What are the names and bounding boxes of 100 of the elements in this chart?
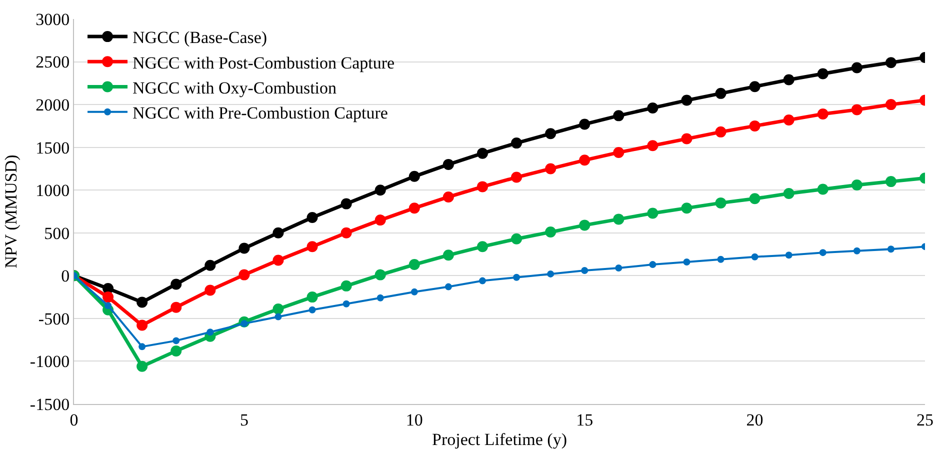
x-tick-label: 10 (406, 410, 423, 430)
point (581, 267, 588, 274)
point (136, 360, 148, 372)
point (751, 253, 758, 260)
point (851, 62, 862, 74)
x-tick-label: 20 (746, 410, 764, 430)
point (681, 202, 692, 214)
point (308, 306, 316, 314)
point (715, 126, 726, 138)
point (136, 296, 148, 308)
point (272, 227, 284, 238)
point (172, 337, 180, 344)
point (104, 302, 112, 310)
point (817, 184, 828, 195)
point (547, 270, 554, 278)
y-tick-label: -1000 (30, 352, 70, 372)
y-tick-label: -500 (38, 309, 70, 328)
point (272, 304, 284, 315)
legend-label: NGCC (Base-Case) (132, 28, 268, 48)
point (545, 163, 556, 174)
y-tick-label: 2500 (36, 52, 70, 72)
point (138, 343, 146, 350)
point (681, 94, 692, 106)
point (442, 250, 454, 261)
point (476, 241, 488, 252)
point (613, 146, 624, 158)
y-tick-label: 0 (61, 266, 70, 286)
point (887, 246, 894, 253)
legend-label: NGCC with Pre-Combustion Capture (132, 103, 388, 122)
point (170, 302, 182, 313)
point (478, 277, 486, 284)
point (306, 212, 318, 223)
point (102, 292, 114, 303)
point (511, 172, 522, 183)
point (170, 278, 182, 290)
point (715, 88, 726, 99)
point (511, 233, 522, 244)
point (853, 247, 860, 254)
x-tick-label: 15 (576, 410, 594, 430)
point (238, 242, 250, 254)
y-tick-label: 1500 (36, 138, 70, 158)
point (408, 202, 420, 214)
point (306, 292, 318, 303)
point (274, 313, 282, 320)
point (885, 176, 896, 188)
point (783, 74, 794, 86)
point (374, 214, 386, 226)
y-tick-label: 1000 (36, 181, 70, 200)
point (885, 57, 896, 68)
point (819, 249, 826, 256)
point (238, 269, 250, 280)
point (647, 208, 658, 219)
point (374, 184, 386, 196)
point (272, 254, 284, 266)
point (783, 114, 794, 126)
legend-label: NGCC with Oxy-Combustion (132, 78, 338, 98)
point (749, 193, 760, 204)
point (442, 191, 454, 202)
point (681, 133, 692, 144)
point (715, 197, 726, 208)
point (476, 148, 488, 159)
point (885, 99, 896, 110)
point (410, 288, 418, 296)
y-axis-title: NPV (MMUSD) (1, 154, 20, 268)
point (476, 181, 488, 192)
x-tick-label: 5 (240, 410, 248, 430)
point (511, 138, 522, 149)
point (817, 108, 828, 120)
point (545, 128, 556, 140)
point (851, 104, 862, 116)
point (749, 120, 760, 132)
point (170, 345, 182, 356)
y-tick-label: 3000 (36, 10, 70, 29)
point (649, 261, 656, 268)
point (785, 252, 792, 259)
point (783, 188, 794, 200)
point (376, 294, 384, 302)
point (442, 158, 454, 170)
point (206, 328, 214, 336)
point (444, 283, 452, 290)
point (817, 68, 828, 80)
point (408, 170, 420, 182)
point (647, 140, 658, 152)
point (374, 269, 386, 280)
y-tick-label: 500 (44, 224, 70, 243)
point (683, 258, 690, 266)
point (342, 300, 350, 308)
x-axis-title: Project Lifetime (y) (432, 430, 568, 449)
point (579, 118, 590, 130)
x-tick-label: 25 (916, 410, 934, 430)
point (615, 264, 622, 272)
point (613, 214, 624, 225)
y-tick-label: 2000 (36, 96, 70, 115)
point (513, 274, 520, 281)
point (204, 284, 216, 296)
point (647, 102, 658, 114)
point (340, 227, 352, 238)
point (579, 220, 590, 231)
point (340, 198, 352, 210)
point (613, 110, 624, 122)
